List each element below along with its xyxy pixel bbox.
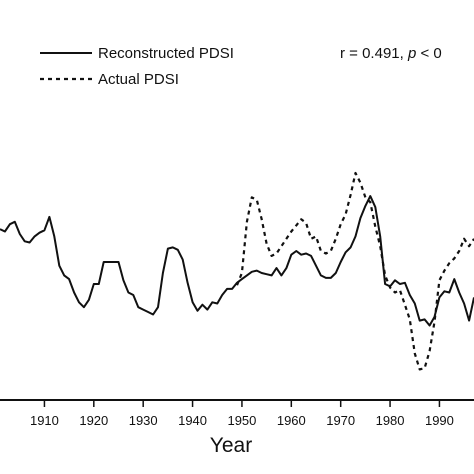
- correlation-annotation: r = 0.491, p < 0: [340, 45, 442, 62]
- annotation-p-text: < 0: [416, 45, 441, 62]
- x-tick-label-1980: 1980: [376, 413, 405, 428]
- x-axis-title: Year: [210, 434, 252, 457]
- legend-label-actual: Actual PDSI: [98, 71, 179, 88]
- legend: Reconstructed PDSI Actual PDSI: [40, 45, 234, 88]
- reconstructed-pdsi-line: [0, 195, 474, 327]
- annotation-p-symbol: p: [407, 45, 416, 62]
- x-tick-label-1920: 1920: [79, 413, 108, 428]
- plot-area: [0, 171, 474, 371]
- legend-label-reconstructed: Reconstructed PDSI: [98, 45, 234, 62]
- x-tick-label-1940: 1940: [178, 413, 207, 428]
- actual-pdsi-line: [235, 171, 474, 371]
- x-tick-label-1950: 1950: [227, 413, 256, 428]
- x-tick-label-1960: 1960: [277, 413, 306, 428]
- x-tick-label-1990: 1990: [425, 413, 454, 428]
- x-tick-label-1910: 1910: [30, 413, 59, 428]
- x-axis: 1910 1920 1930 1940 1950 1960 1970 1980 1990: [0, 399, 474, 428]
- x-tick-label-1930: 1930: [129, 413, 158, 428]
- annotation-r-text: r = 0.491,: [340, 45, 408, 62]
- x-tick-label-1970: 1970: [326, 413, 355, 428]
